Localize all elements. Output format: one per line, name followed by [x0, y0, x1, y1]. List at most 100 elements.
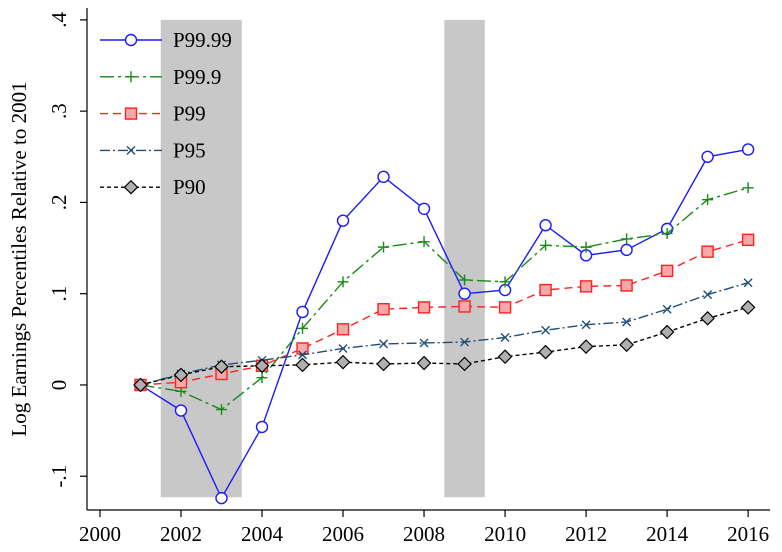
marker: [378, 241, 390, 253]
x-tick-label: 2016: [727, 522, 769, 546]
marker: [578, 339, 594, 354]
marker: [173, 367, 189, 383]
marker: [335, 354, 351, 370]
marker: [418, 236, 430, 248]
marker: [377, 303, 390, 316]
x-tick-label: 2004: [241, 522, 284, 546]
x-tick-label: 2012: [565, 522, 607, 546]
marker: [579, 280, 593, 293]
marker: [498, 301, 512, 314]
marker: [297, 322, 309, 334]
marker: [659, 324, 675, 340]
marker: [741, 233, 755, 247]
legend-label: P95: [173, 138, 206, 162]
marker: [539, 219, 552, 232]
y-tick-label: -.1: [47, 465, 71, 488]
marker: [741, 143, 755, 156]
y-tick-label: .3: [47, 103, 71, 119]
marker: [580, 241, 592, 253]
legend-label: P99.99: [173, 28, 232, 52]
marker: [743, 278, 753, 288]
marker: [622, 317, 632, 327]
series-line: [140, 282, 749, 386]
x-tick-label: 2010: [484, 522, 526, 546]
marker: [662, 304, 672, 314]
marker: [660, 264, 674, 278]
marker: [500, 333, 510, 342]
y-tick-label: .1: [47, 286, 71, 302]
marker: [620, 243, 633, 257]
marker: [338, 343, 348, 353]
marker: [742, 182, 754, 194]
marker: [215, 491, 228, 505]
legend-label: P90: [173, 175, 206, 199]
marker: [581, 320, 591, 330]
marker: [215, 404, 227, 416]
y-tick-label: .4: [47, 11, 71, 27]
marker: [541, 325, 551, 335]
marker: [460, 337, 470, 347]
marker: [459, 274, 471, 286]
x-tick-label: 2014: [646, 522, 689, 546]
marker: [416, 355, 432, 371]
marker: [458, 300, 471, 313]
legend-marker: [124, 33, 138, 47]
marker: [700, 310, 715, 326]
marker: [376, 356, 391, 372]
legend-marker: [124, 107, 138, 120]
marker: [621, 233, 633, 245]
series-line: [140, 239, 749, 386]
marker: [620, 279, 633, 292]
shaded-region: [444, 19, 485, 498]
marker: [377, 170, 390, 184]
x-tick-label: 2008: [403, 522, 445, 546]
marker: [417, 202, 431, 216]
legend-marker: [125, 71, 137, 83]
marker: [256, 372, 268, 384]
marker: [419, 338, 429, 348]
marker: [540, 239, 552, 251]
y-tick-label: 0: [47, 380, 71, 391]
shaded-region: [160, 19, 242, 498]
legend-marker: [123, 179, 139, 195]
marker: [458, 287, 471, 300]
marker: [661, 227, 673, 239]
marker: [497, 349, 513, 365]
marker: [295, 357, 310, 373]
x-tick-label: 2006: [322, 522, 364, 546]
x-tick-label: 2002: [160, 522, 202, 546]
y-axis-title: Log Earnings Percentiles Relative to 200…: [7, 81, 31, 436]
marker: [133, 377, 148, 393]
marker: [298, 350, 308, 360]
y-tick-label: .2: [47, 195, 71, 211]
marker: [499, 276, 511, 288]
marker: [336, 214, 350, 227]
marker: [174, 404, 188, 417]
marker: [214, 359, 229, 375]
marker: [417, 301, 431, 314]
marker: [379, 339, 389, 349]
marker: [703, 290, 713, 300]
legend-marker: [126, 145, 136, 155]
x-tick-label: 2000: [79, 522, 121, 546]
marker: [539, 283, 552, 297]
marker: [740, 300, 756, 315]
marker: [296, 342, 309, 355]
marker: [538, 344, 553, 360]
marker: [337, 276, 349, 288]
marker: [619, 337, 634, 353]
series-line: [140, 148, 749, 500]
marker: [254, 358, 270, 374]
marker: [701, 150, 714, 163]
series-line: [140, 187, 749, 411]
marker: [296, 305, 309, 319]
marker: [702, 194, 714, 206]
marker: [701, 245, 714, 258]
marker: [457, 356, 472, 372]
marker: [255, 420, 269, 434]
marker: [336, 323, 350, 336]
legend-label: P99.9: [173, 65, 221, 89]
legend-label: P99: [173, 102, 206, 126]
